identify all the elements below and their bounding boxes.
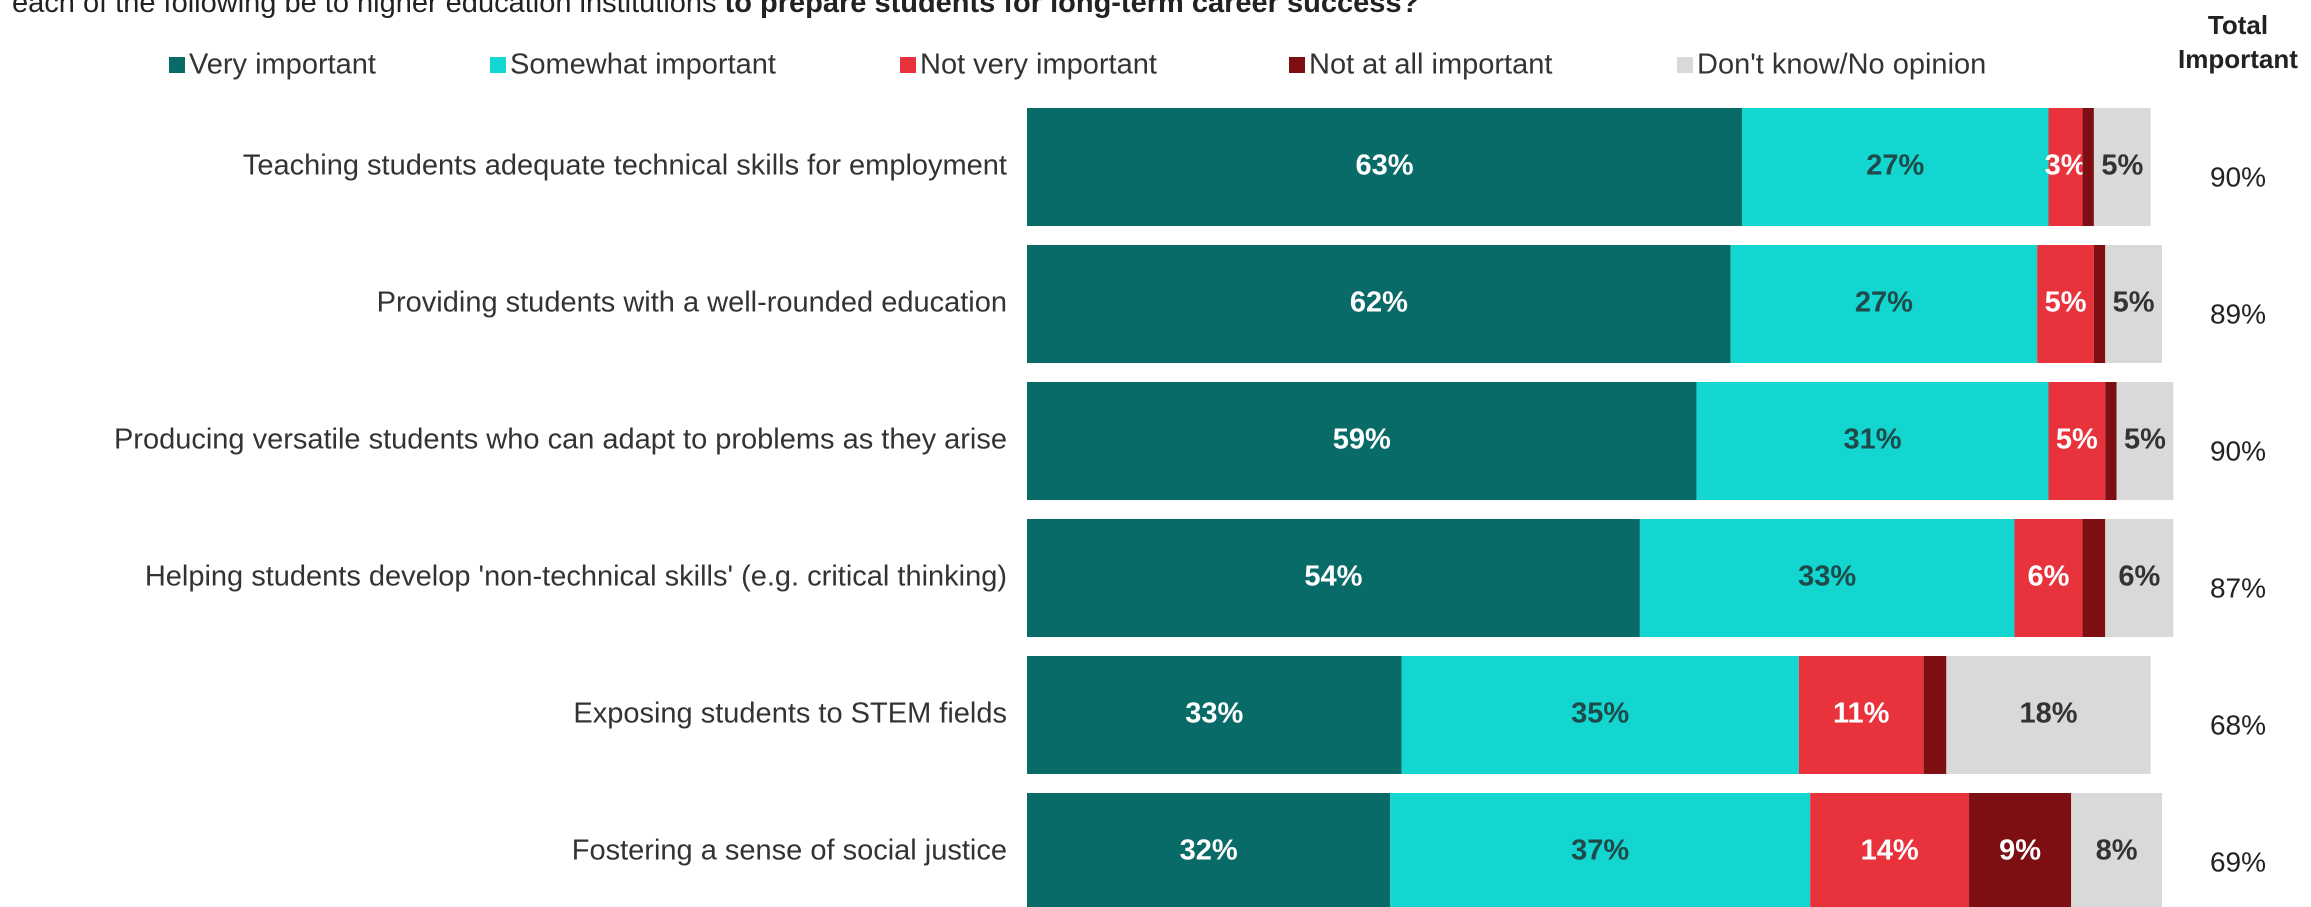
legend-label: Don't know/No opinion: [1697, 49, 1986, 81]
value-label: 5%: [2124, 424, 2166, 456]
bar-segment: [1730, 245, 2038, 363]
total-label: 89%: [2210, 298, 2266, 329]
bar-segment: [2105, 245, 2162, 363]
legend-swatch: [490, 57, 506, 73]
bar-segment: [2071, 793, 2162, 907]
value-label: 5%: [2101, 150, 2143, 182]
bar-segment: [1923, 656, 1947, 774]
value-label: 33%: [1185, 698, 1243, 730]
bar-segment: [1639, 519, 2015, 637]
value-label: 8%: [2096, 835, 2138, 867]
legend-label: Not at all important: [1309, 49, 1552, 81]
title-text: each of the following be to higher educa…: [12, 0, 725, 19]
legend-swatch: [1289, 57, 1305, 73]
value-label: 18%: [2019, 698, 2077, 730]
bar-segment: [1810, 793, 1970, 907]
category-label: Teaching students adequate technical ski…: [243, 150, 1007, 182]
category-label: Exposing students to STEM fields: [573, 698, 1007, 730]
value-label: 59%: [1333, 424, 1391, 456]
bar-segment: [1027, 656, 1402, 774]
value-label: 37%: [1571, 835, 1629, 867]
bar-segment: [2082, 108, 2094, 226]
value-label: 27%: [1855, 287, 1913, 319]
value-label: 62%: [1350, 287, 1408, 319]
bar-segment: [1696, 382, 2049, 500]
bar-segment: [1969, 793, 2072, 907]
bar-segment: [2014, 519, 2083, 637]
value-label: 11%: [1833, 698, 1890, 730]
category-label: Providing students with a well-rounded e…: [377, 287, 1007, 319]
bar-segment: [1798, 656, 1924, 774]
value-label: 5%: [2113, 287, 2155, 319]
bar-segment: [2082, 519, 2106, 637]
value-label: 6%: [2118, 561, 2160, 593]
totals-header: Total Important: [2178, 10, 2298, 74]
category-label: Helping students develop 'non-technical …: [145, 561, 1007, 593]
legend-label: Somewhat important: [510, 49, 776, 81]
bar-segment: [1401, 656, 1799, 774]
bar-segment: [2093, 108, 2151, 226]
bar-segment: [2048, 108, 2083, 226]
legend-swatch: [169, 57, 185, 73]
value-label: 14%: [1861, 835, 1919, 867]
total-label: 69%: [2210, 846, 2266, 877]
category-label: Producing versatile students who can ada…: [114, 424, 1007, 456]
bar-segment: [1027, 245, 1731, 363]
value-label: 6%: [2028, 561, 2070, 593]
legend-swatch: [1677, 57, 1693, 73]
legend-label: Not very important: [920, 49, 1157, 81]
category-label: Fostering a sense of social justice: [572, 835, 1007, 867]
total-label: 90%: [2210, 435, 2266, 466]
bar-segment: [2048, 382, 2106, 500]
legend-swatch: [900, 57, 916, 73]
legend-label: Very important: [189, 49, 376, 81]
value-label: 3%: [2045, 150, 2087, 182]
value-label: 5%: [2045, 287, 2087, 319]
bar-segment: [2093, 245, 2106, 363]
bar-segment: [1390, 793, 1811, 907]
bar-segment: [1027, 382, 1697, 500]
bar-segment: [1027, 793, 1391, 907]
total-label: 68%: [2210, 709, 2266, 740]
bar-segment: [1027, 108, 1743, 226]
bar-segment: [2105, 519, 2174, 637]
value-label: 32%: [1180, 835, 1238, 867]
value-label: 31%: [1844, 424, 1902, 456]
bar-segment: [2105, 382, 2117, 500]
value-label: 9%: [1999, 835, 2041, 867]
value-label: 63%: [1356, 150, 1414, 182]
value-label: 27%: [1866, 150, 1924, 182]
value-label: 5%: [2056, 424, 2098, 456]
chart-title: each of the following be to higher educa…: [12, 0, 1419, 19]
bar-segment: [1742, 108, 2049, 226]
bar-segment: [2037, 245, 2094, 363]
bar-segment: [1946, 656, 2151, 774]
total-label: 90%: [2210, 161, 2266, 192]
bar-segment: [2116, 382, 2174, 500]
bar-segment: [1027, 519, 1640, 637]
value-label: 54%: [1304, 561, 1362, 593]
value-label: 35%: [1571, 698, 1629, 730]
total-label: 87%: [2210, 572, 2266, 603]
title-emphasis: to prepare students for long-term career…: [725, 0, 1420, 19]
value-label: 33%: [1798, 561, 1856, 593]
